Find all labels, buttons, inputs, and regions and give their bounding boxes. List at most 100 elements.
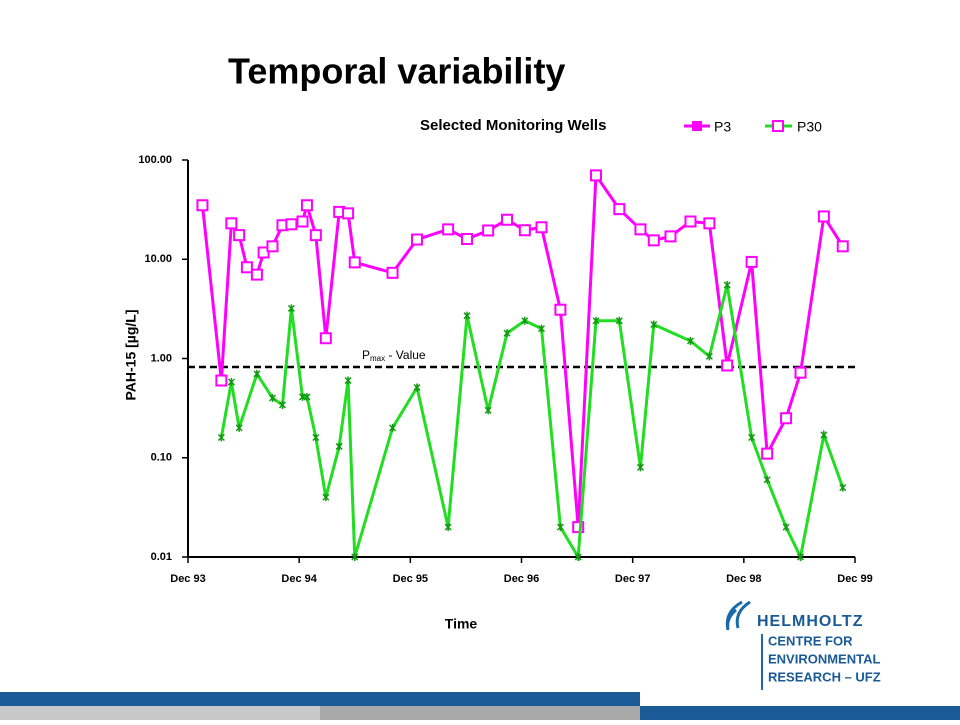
logo-line: RESEARCH – UFZ [768, 669, 881, 684]
marker [521, 316, 529, 325]
marker [463, 311, 471, 320]
marker [503, 329, 511, 338]
x-tick-label: Dec 95 [393, 573, 428, 585]
marker [411, 233, 424, 246]
marker [461, 232, 474, 245]
threshold-label-part: - Value [385, 348, 426, 362]
marker [296, 215, 309, 228]
marker [278, 401, 287, 410]
y-tick-label: 100.00 [138, 154, 172, 166]
marker [761, 447, 774, 460]
marker [664, 230, 677, 243]
marker [348, 256, 361, 269]
footer-bar [0, 692, 640, 706]
logo-line: CENTRE FOR [768, 633, 853, 648]
marker [554, 303, 567, 316]
marker [650, 320, 658, 329]
marker [723, 281, 731, 290]
marker [745, 255, 758, 268]
marker [309, 229, 322, 242]
marker [196, 199, 209, 212]
marker [342, 207, 355, 220]
chart-title: Selected Monitoring Wells [420, 117, 606, 134]
marker [615, 316, 623, 325]
marker [748, 433, 756, 442]
legend-marker [772, 120, 784, 132]
marker [285, 218, 298, 231]
marker [647, 234, 660, 247]
series-line [219, 284, 845, 562]
y-tick-label: 1.00 [151, 352, 172, 364]
marker [253, 369, 261, 378]
slide-title: Temporal variability [228, 51, 565, 92]
legend-label: P30 [797, 119, 822, 135]
legend-label: P3 [714, 119, 731, 135]
marker [796, 553, 805, 561]
x-tick-label: Dec 98 [726, 573, 761, 585]
marker [836, 240, 849, 253]
x-tick-label: Dec 93 [170, 573, 205, 585]
marker [386, 266, 399, 279]
x-axis-label: Time [445, 616, 478, 632]
marker [413, 383, 421, 392]
footer-bar [640, 706, 960, 720]
marker [233, 229, 246, 242]
marker [444, 523, 452, 532]
marker [780, 412, 793, 425]
marker [537, 324, 546, 333]
legend-marker [692, 121, 702, 131]
marker [535, 221, 548, 234]
marker [572, 521, 585, 534]
logo-icon [725, 600, 751, 631]
logo: HELMHOLTZ CENTRE FOR ENVIRONMENTAL RESEA… [725, 600, 881, 690]
marker [250, 268, 263, 281]
marker [501, 213, 514, 226]
marker [686, 337, 695, 346]
threshold-label-part: max [370, 354, 385, 363]
threshold-label: Pmax - Value [362, 348, 426, 363]
marker [782, 523, 790, 532]
marker [335, 442, 343, 451]
marker [839, 483, 847, 492]
marker [344, 376, 352, 385]
x-tick-label: Dec 96 [504, 573, 539, 585]
marker [287, 304, 295, 313]
logo-name: HELMHOLTZ [757, 613, 863, 630]
x-tick-label: Dec 99 [837, 573, 872, 585]
marker [303, 392, 311, 401]
marker [703, 217, 716, 230]
threshold-label-part: P [362, 348, 370, 362]
marker [442, 223, 455, 236]
footer-bar [0, 706, 320, 720]
marker [482, 224, 495, 237]
y-tick-label: 0.10 [151, 452, 172, 464]
marker [300, 199, 313, 212]
logo-line: ENVIRONMENTAL [768, 651, 880, 666]
marker [312, 433, 320, 442]
marker [319, 332, 332, 345]
marker [634, 223, 647, 236]
marker [389, 423, 397, 432]
x-tick-label: Dec 94 [281, 573, 317, 585]
marker [235, 423, 243, 432]
marker [351, 553, 359, 561]
marker [636, 463, 644, 472]
marker [217, 433, 225, 442]
marker [225, 217, 238, 230]
footer-bar [320, 706, 640, 720]
marker [721, 359, 734, 372]
marker [574, 553, 582, 561]
marker [589, 169, 602, 182]
marker [518, 224, 531, 237]
marker [484, 406, 492, 415]
marker [227, 377, 235, 386]
marker [240, 261, 253, 274]
marker [592, 316, 600, 325]
marker [794, 366, 807, 379]
marker [763, 475, 771, 484]
marker [613, 203, 626, 216]
legend: P3 P30 [684, 119, 822, 135]
x-tick-label: Dec 97 [615, 573, 650, 585]
marker [817, 210, 830, 223]
